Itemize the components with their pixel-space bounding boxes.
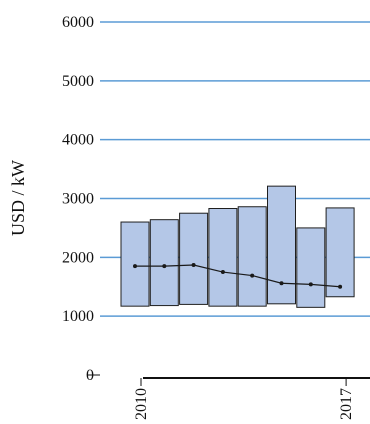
average-line <box>135 264 341 288</box>
y-tick-label-0: 0 <box>86 367 94 384</box>
line-layer <box>133 262 343 289</box>
average-point-2016 <box>308 282 313 287</box>
y-tick-label-2: 2000 <box>62 249 94 266</box>
axis-layer: 0 1000 2000 3000 4000 5000 6000 2010 2017 <box>62 14 370 420</box>
average-point-2010 <box>133 264 137 269</box>
range-bar-2015 <box>267 185 296 305</box>
average-point-2013 <box>220 270 225 275</box>
average-point-2014 <box>250 273 255 278</box>
x-tick-label-2010: 2010 <box>133 388 150 420</box>
average-point-2012 <box>191 262 196 267</box>
average-point-2015 <box>279 281 284 286</box>
range-bar-2013 <box>208 208 238 307</box>
range-bar-2012 <box>179 212 209 305</box>
average-point-2017 <box>338 284 343 289</box>
y-tick-label-6: 6000 <box>62 14 94 31</box>
average-point-2011 <box>162 264 167 269</box>
range-bar-2014 <box>237 206 267 307</box>
y-tick-label-4: 4000 <box>62 132 94 149</box>
range-bar-2016 <box>296 227 326 308</box>
y-tick-label-5: 5000 <box>62 73 94 90</box>
range-bar-2010 <box>120 221 150 307</box>
x-tick-label-2017: 2017 <box>338 388 355 420</box>
range-bar-2017 <box>325 207 355 298</box>
y-tick-label-1: 1000 <box>62 308 94 325</box>
bars-layer <box>120 185 355 308</box>
y-axis-title: USD / kW <box>8 160 28 236</box>
y-tick-label-3: 3000 <box>62 191 94 208</box>
range-bar-2011 <box>149 219 179 307</box>
